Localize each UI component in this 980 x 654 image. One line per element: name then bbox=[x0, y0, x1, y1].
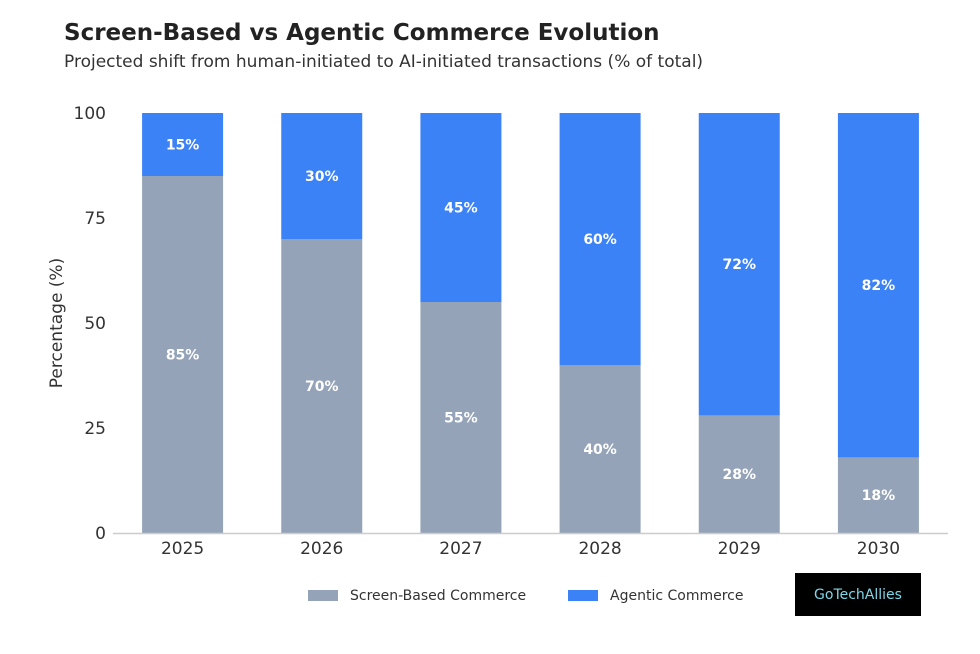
data-label: 55% bbox=[444, 411, 478, 427]
legend-label: Screen-Based Commerce bbox=[350, 588, 526, 604]
bar-segment bbox=[420, 113, 502, 302]
bar-segment bbox=[837, 113, 919, 458]
legend-swatch bbox=[308, 590, 338, 601]
x-tick-label: 2029 bbox=[718, 539, 761, 559]
bar-segment bbox=[837, 457, 919, 533]
data-label: 15% bbox=[166, 138, 200, 154]
x-tick-label: 2030 bbox=[857, 539, 900, 559]
legend-label: Agentic Commerce bbox=[610, 588, 743, 604]
x-tick-label: 2025 bbox=[161, 539, 204, 559]
data-label: 40% bbox=[583, 442, 617, 458]
legend-swatch bbox=[568, 590, 598, 601]
bar-segment bbox=[559, 113, 641, 365]
bar-segment bbox=[698, 415, 780, 533]
data-label: 45% bbox=[444, 201, 478, 217]
y-tick-label: 50 bbox=[84, 314, 106, 334]
chart-subtitle: Projected shift from human-initiated to … bbox=[64, 52, 704, 72]
x-tick-label: 2026 bbox=[300, 539, 343, 559]
bar-segment bbox=[559, 365, 641, 533]
y-tick-label: 25 bbox=[84, 419, 106, 439]
bar-segment bbox=[698, 113, 780, 416]
data-label: 18% bbox=[862, 488, 896, 504]
y-tick-label: 100 bbox=[74, 104, 106, 124]
bar-segment bbox=[420, 302, 502, 533]
data-label: 85% bbox=[166, 348, 200, 364]
y-tick-label: 0 bbox=[95, 524, 106, 544]
bar-segment bbox=[142, 176, 224, 533]
data-label: 60% bbox=[583, 232, 617, 248]
bar-segment bbox=[281, 113, 363, 239]
y-axis-label: Percentage (%) bbox=[47, 258, 67, 388]
chart-title: Screen-Based vs Agentic Commerce Evoluti… bbox=[64, 20, 660, 46]
bar-segment bbox=[281, 239, 363, 533]
data-label: 72% bbox=[722, 257, 756, 273]
data-label: 28% bbox=[722, 467, 756, 483]
data-label: 82% bbox=[862, 278, 896, 294]
gotechallies-logo: GoTechAllies bbox=[795, 573, 921, 616]
x-tick-label: 2027 bbox=[439, 539, 482, 559]
y-tick-label: 75 bbox=[84, 209, 106, 229]
data-label: 30% bbox=[305, 169, 339, 185]
data-label: 70% bbox=[305, 379, 339, 395]
x-tick-label: 2028 bbox=[578, 539, 621, 559]
bar-segment bbox=[142, 113, 224, 176]
